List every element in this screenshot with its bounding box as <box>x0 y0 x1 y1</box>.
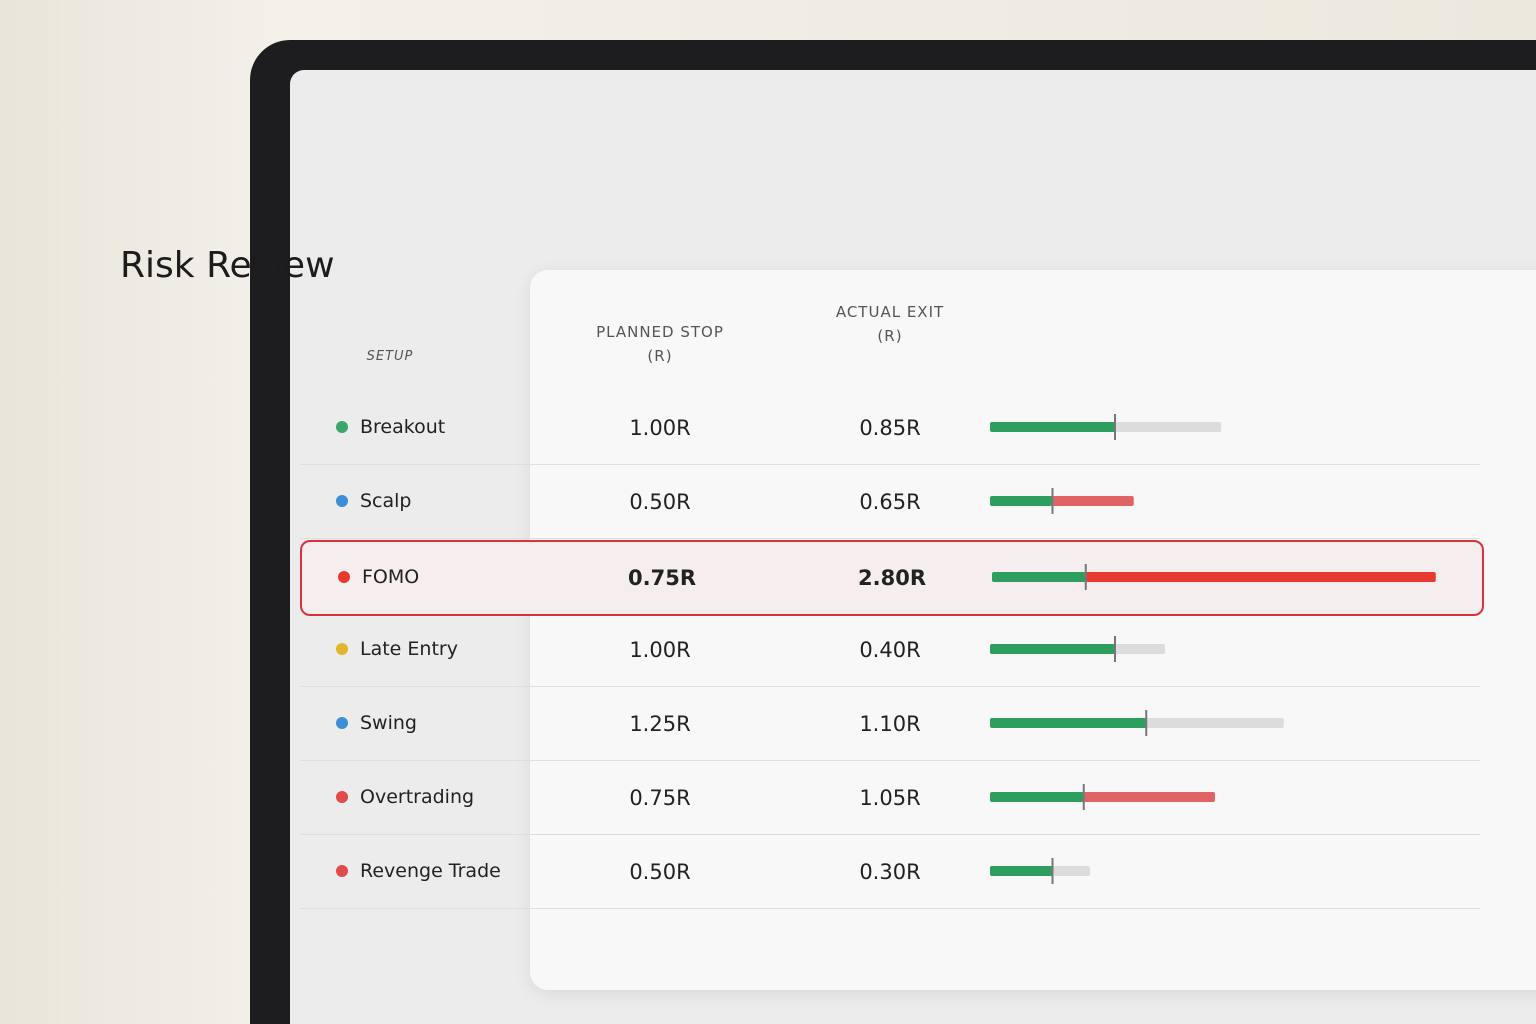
actual-bar <box>1115 422 1222 432</box>
table-row: Breakout 1.00R 0.85R <box>300 392 1480 465</box>
setup-name: FOMO <box>362 566 420 588</box>
actual-bar <box>1083 792 1215 802</box>
actual-bar <box>1052 496 1134 506</box>
setup-name: Revenge Trade <box>360 860 501 882</box>
header-actual: ACTUAL EXIT (R) <box>790 300 990 348</box>
actual-exit: 0.30R <box>859 860 921 884</box>
risk-bar <box>990 414 1222 440</box>
header-setup: SETUP <box>366 349 414 364</box>
planned-bar <box>990 496 1053 506</box>
setup-name: Late Entry <box>360 638 458 660</box>
setup-name: Swing <box>360 712 417 734</box>
setup-name: Overtrading <box>360 786 475 808</box>
risk-bar <box>992 564 1436 590</box>
status-dot <box>336 643 348 655</box>
actual-exit: 0.40R <box>859 638 921 662</box>
table-row: Late Entry 1.00R 0.40R <box>300 614 1480 687</box>
table-row: FOMO 0.75R 2.80R <box>300 540 1484 616</box>
status-dot <box>336 791 348 803</box>
actual-bar <box>1052 866 1090 876</box>
planned-stop: 0.50R <box>629 860 691 884</box>
card-title: Risk Review <box>120 245 335 286</box>
planned-stop: 0.50R <box>629 490 691 514</box>
header-line: (R) <box>647 347 673 365</box>
header-planned: PLANNED STOP (R) <box>560 320 760 368</box>
planned-stop: 0.75R <box>629 786 691 810</box>
header-line: (R) <box>877 327 903 345</box>
planned-bar <box>990 644 1115 654</box>
actual-exit: 1.05R <box>859 786 921 810</box>
risk-bar <box>990 636 1165 662</box>
risk-bar <box>990 488 1134 514</box>
planned-stop: 1.25R <box>629 712 691 736</box>
actual-exit: 0.85R <box>859 416 921 440</box>
actual-bar <box>1115 644 1165 654</box>
setup-name: Breakout <box>360 416 446 438</box>
planned-stop: 1.00R <box>629 416 691 440</box>
header-line: ACTUAL EXIT <box>835 303 945 321</box>
setup-name: Scalp <box>360 490 412 512</box>
actual-exit: 2.80R <box>858 566 926 590</box>
table-row: Scalp 0.50R 0.65R <box>300 466 1480 539</box>
header-line: PLANNED STOP <box>596 323 724 341</box>
table-row: Swing 1.25R 1.10R <box>300 688 1480 761</box>
planned-bar <box>992 572 1086 582</box>
status-dot <box>336 421 348 433</box>
actual-bar <box>1146 718 1284 728</box>
actual-exit: 1.10R <box>859 712 921 736</box>
actual-bar <box>1085 572 1436 582</box>
planned-bar <box>990 792 1084 802</box>
planned-bar <box>990 718 1147 728</box>
risk-bar <box>990 784 1215 810</box>
planned-stop: 1.00R <box>629 638 691 662</box>
actual-exit: 0.65R <box>859 490 921 514</box>
table-row: Revenge Trade 0.50R 0.30R <box>300 836 1480 909</box>
status-dot <box>336 865 348 877</box>
status-dot <box>338 571 350 583</box>
planned-bar <box>990 866 1053 876</box>
risk-bar <box>990 710 1284 736</box>
status-dot <box>336 495 348 507</box>
risk-bar <box>990 858 1090 884</box>
table-row: Overtrading 0.75R 1.05R <box>300 762 1480 835</box>
status-dot <box>336 717 348 729</box>
planned-bar <box>990 422 1115 432</box>
planned-stop: 0.75R <box>628 566 696 590</box>
